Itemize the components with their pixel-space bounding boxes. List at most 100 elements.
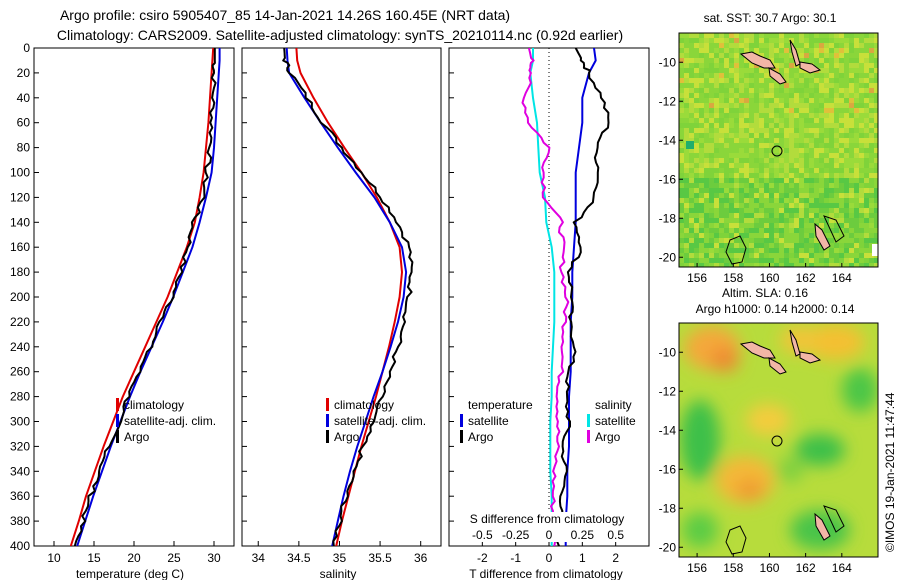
sst-cell [684,238,689,243]
sst-cell [714,198,719,203]
sst-cell [859,193,864,198]
sst-cell [814,238,819,243]
sst-cell [749,43,754,48]
sst-cell [754,43,759,48]
sst-map-ticks: 156 158 160 162 164 -10 -12 -14 -16 -18 -20 [659,55,852,285]
sst-cell [839,48,844,53]
sst-cell [759,178,764,183]
sst-cell [849,188,854,193]
sst-cell [749,218,754,223]
sst-cell [709,243,714,248]
sst-cell [739,138,744,143]
sst-cell [724,168,729,173]
sst-cell [719,173,724,178]
sst-cell [704,93,709,98]
sst-cell [694,208,699,213]
sst-cell [849,98,854,103]
sst-cell [874,188,878,193]
sst-cell [864,193,869,198]
sst-cell [849,203,854,208]
sst-cell [834,188,839,193]
sst-cell [799,33,804,38]
sst-cell [784,198,789,203]
sst-cell [699,208,704,213]
sst-cell [814,203,819,208]
sst-cell [709,173,714,178]
sst-cell [814,143,819,148]
sst-cell [714,228,719,233]
sst-cell [769,223,774,228]
sst-cell [734,133,739,138]
sst-cell [869,258,874,263]
series-salinity-satellite [529,48,556,546]
sst-cell [849,58,854,63]
sst-cell [694,43,699,48]
sst-cell [714,258,719,263]
sst-cell [809,218,814,223]
sst-cell [779,178,784,183]
sst-cell [829,48,834,53]
sst-cell [739,73,744,78]
sst-cell [684,108,689,113]
sst-cell [724,188,729,193]
sst-cell [824,103,829,108]
sst-cell [869,173,874,178]
sst-cell [839,158,844,163]
s-tick-label: 0 [546,528,553,542]
x-tick-label: 34.5 [287,551,311,565]
sst-cell [729,153,734,158]
sst-cell [714,48,719,53]
sst-cell [784,148,789,153]
sst-cell [719,238,724,243]
sst-cell [854,228,859,233]
legend-swatch-climatology [326,398,329,411]
sst-cell [764,68,769,73]
sst-cell [859,213,864,218]
sst-cell [734,138,739,143]
sst-cell [849,243,854,248]
sst-cell [744,83,749,88]
sst-cell [684,113,689,118]
sst-cell [694,113,699,118]
sst-cell [844,183,849,188]
sst-cell [794,188,799,193]
sst-cell [684,218,689,223]
sst-cell [719,78,724,83]
sst-cell [724,143,729,148]
sst-cell [784,203,789,208]
sst-cell [789,223,794,228]
sst-cell [849,233,854,238]
sst-cell [769,108,774,113]
sst-cell [684,193,689,198]
sst-cell [874,193,878,198]
sst-cell [779,53,784,58]
sst-cell [694,148,699,153]
sst-cell [844,138,849,143]
sst-cell [869,143,874,148]
sst-cell [874,138,878,143]
sst-cell [854,103,859,108]
sst-cell [804,98,809,103]
sst-cell [689,243,694,248]
sst-cell [689,98,694,103]
sst-cell [784,168,789,173]
sst-cell [749,38,754,43]
sst-cell [779,223,784,228]
sst-cell [864,113,869,118]
sst-cell [686,141,694,149]
legend-swatch-climatology [116,398,119,411]
sst-cell [779,33,784,38]
sst-cell [834,243,839,248]
sst-cell [869,103,874,108]
sst-cell [824,38,829,43]
sst-cell [824,88,829,93]
figure-title-line2: Climatology: CARS2009. Satellite-adjuste… [57,27,623,43]
sst-cell [764,233,769,238]
sst-cell [814,58,819,63]
sst-cell [844,88,849,93]
sst-cell [739,43,744,48]
sst-cell [784,78,789,83]
sst-cell [719,138,724,143]
sst-cell [814,33,819,38]
sst-cell [694,203,699,208]
